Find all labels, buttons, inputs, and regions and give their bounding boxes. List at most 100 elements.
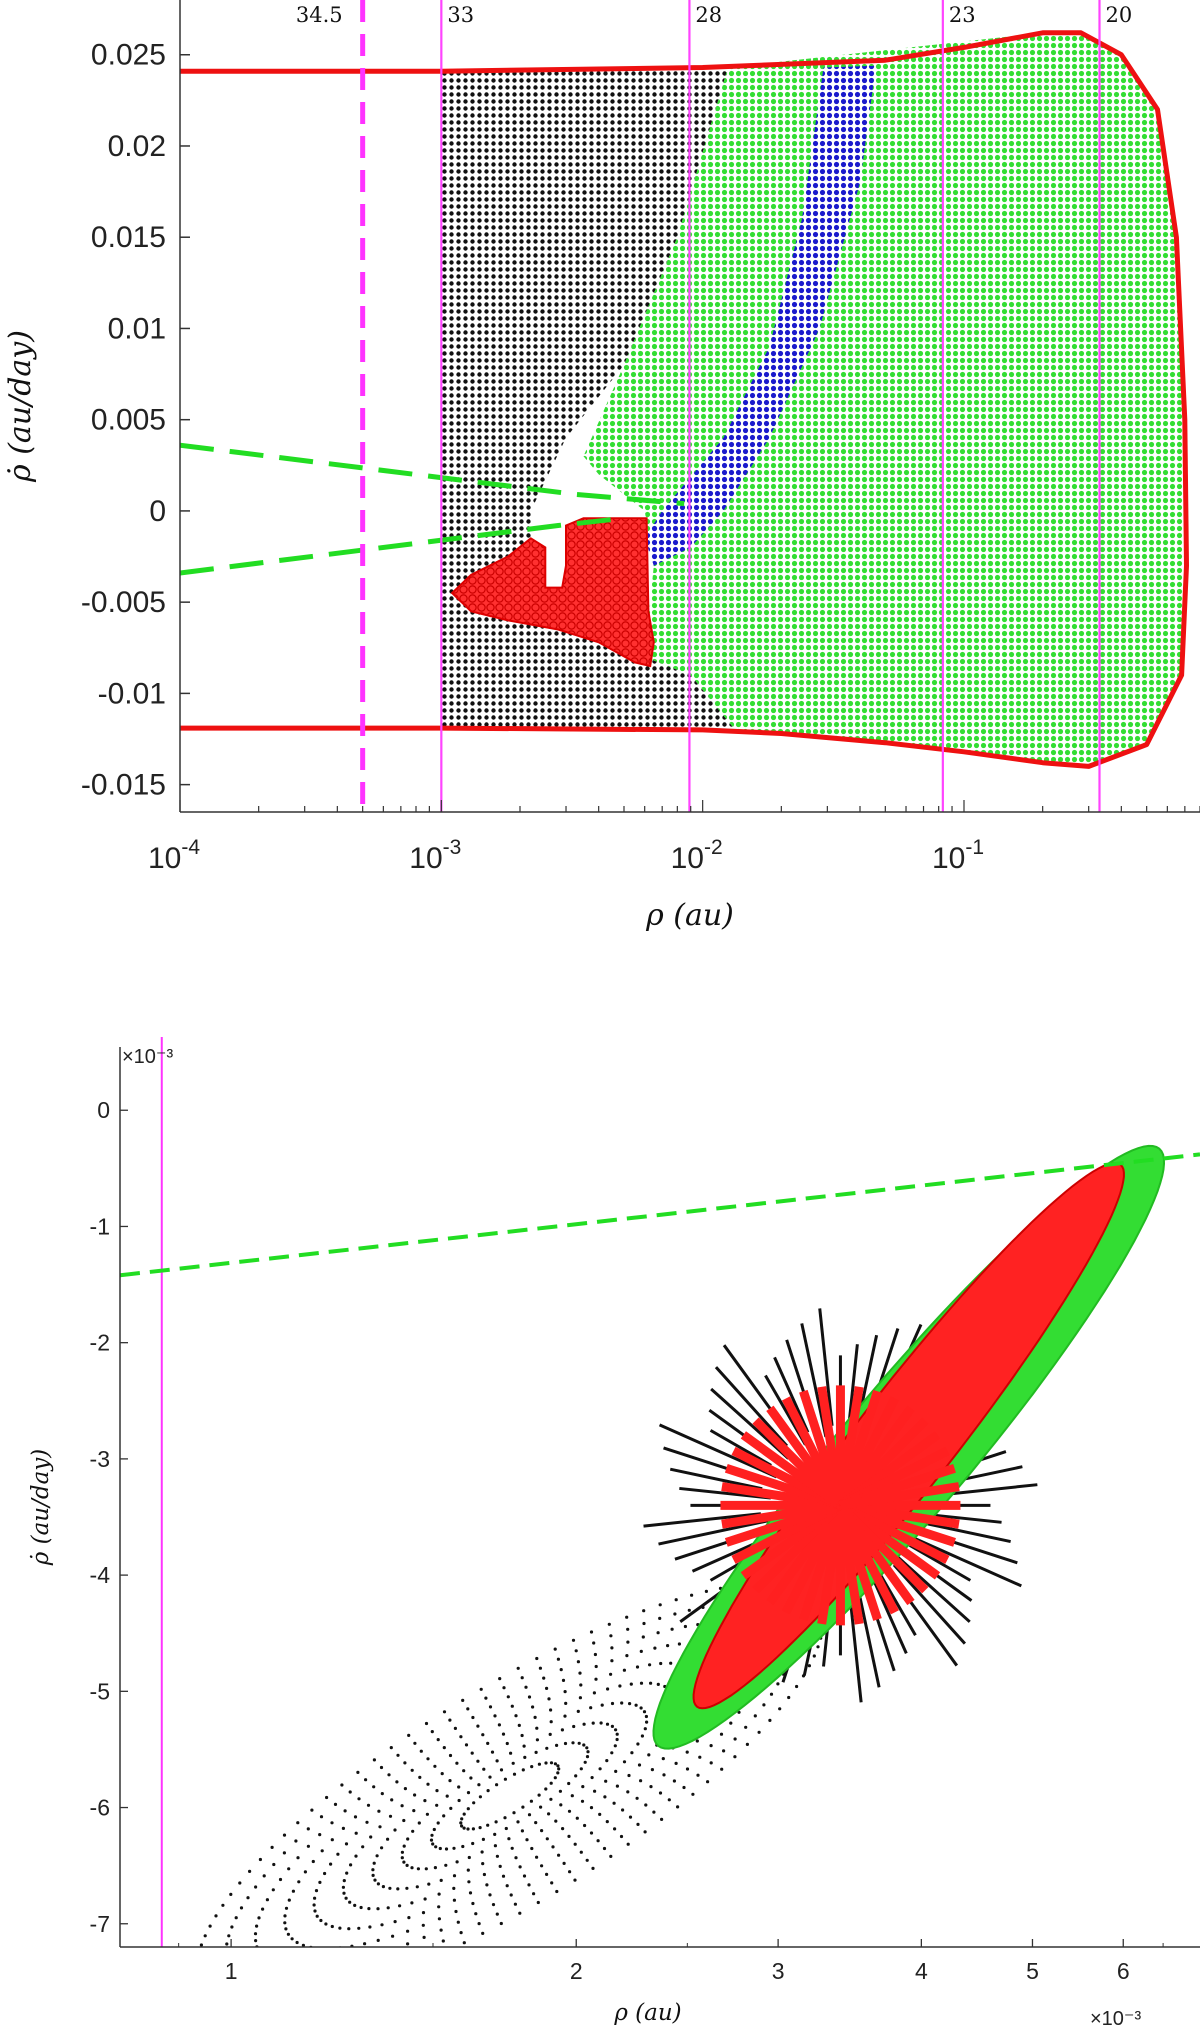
black-dot <box>627 1773 631 1778</box>
black-dot <box>410 1768 414 1772</box>
black-dot <box>677 1642 682 1646</box>
black-dot <box>455 1761 459 1765</box>
black-dot <box>418 1775 422 1779</box>
black-dot <box>324 1922 328 1926</box>
black-spoke <box>903 1532 1022 1588</box>
black-dot <box>306 1844 310 1848</box>
black-dot <box>505 1741 509 1746</box>
black-dot <box>576 1709 580 1713</box>
black-dot <box>567 1809 572 1813</box>
top-xlabel: ρ (au) <box>645 898 734 933</box>
black-dot <box>517 1723 521 1727</box>
black-dot <box>402 1860 406 1864</box>
x-tick-label: 2 <box>570 1958 583 1984</box>
black-dot <box>411 1829 415 1833</box>
black-dot <box>442 1746 446 1750</box>
black-dot <box>380 1792 384 1796</box>
black-dot <box>225 1942 229 1946</box>
black-dot <box>490 1750 495 1754</box>
region-green <box>583 32 1187 767</box>
y-tick-label: -0.005 <box>81 586 166 619</box>
black-dot <box>471 1827 475 1831</box>
black-dot <box>197 1981 200 1984</box>
black-dot <box>361 1845 365 1849</box>
black-dot <box>537 1793 541 1797</box>
black-spoke <box>773 1356 810 1433</box>
black-dot <box>396 1753 400 1757</box>
black-dot <box>325 1795 329 1800</box>
black-dot <box>744 1725 748 1729</box>
black-dot <box>259 1986 262 1989</box>
black-dot <box>501 1874 506 1878</box>
black-dot <box>532 1892 536 1896</box>
black-dot <box>270 1845 274 1849</box>
black-dot <box>570 1794 574 1798</box>
black-dot <box>582 1722 586 1726</box>
black-dot <box>556 1764 560 1768</box>
black-dot <box>522 1744 526 1748</box>
black-dot <box>435 1789 439 1793</box>
black-dot <box>406 1929 410 1933</box>
red-spoke-bundle <box>720 1385 961 1626</box>
black-dot <box>557 1767 561 1771</box>
black-dot <box>555 1889 559 1894</box>
black-dot <box>698 1755 702 1759</box>
black-dot <box>421 1911 426 1915</box>
black-dot <box>459 1931 463 1935</box>
black-dot <box>762 1703 766 1707</box>
black-dot <box>497 1723 501 1727</box>
black-spoke <box>800 1323 828 1438</box>
black-dot <box>545 1872 549 1876</box>
black-dot <box>548 1732 552 1736</box>
black-dot <box>478 1795 482 1799</box>
black-dot <box>571 1638 576 1642</box>
black-dot <box>391 1934 395 1938</box>
bottom-x-multiplier: ×10⁻³ <box>1090 2008 1141 2027</box>
black-dot <box>556 1771 560 1775</box>
black-dot <box>493 1714 497 1718</box>
black-dot <box>330 1924 334 1929</box>
black-dot <box>504 1826 508 1831</box>
black-dot <box>615 1737 619 1742</box>
black-dot <box>589 1806 594 1810</box>
black-dot <box>594 1664 598 1669</box>
black-dot <box>561 1678 566 1682</box>
black-dot <box>706 1780 710 1784</box>
black-dot <box>426 1757 430 1761</box>
y-tick-label: -7 <box>90 1911 110 1937</box>
black-spoke <box>908 1544 972 1582</box>
black-dot <box>472 1801 476 1805</box>
black-dot <box>520 1829 525 1833</box>
black-dot <box>625 1654 629 1658</box>
green-dashed-line <box>120 1152 1200 1278</box>
black-dot <box>341 1826 345 1830</box>
black-dot <box>262 1874 266 1878</box>
black-dot <box>258 1857 262 1862</box>
black-dot <box>323 1871 327 1876</box>
black-dot <box>576 1660 581 1664</box>
black-dot <box>722 1749 726 1753</box>
black-dot <box>635 1796 639 1800</box>
black-dot <box>282 1851 286 1855</box>
black-dot <box>531 1705 535 1709</box>
black-dot <box>199 1943 203 1947</box>
black-dot <box>520 1733 524 1738</box>
black-dot <box>486 1789 490 1793</box>
black-dot <box>460 1817 464 1821</box>
black-dot <box>527 1883 531 1887</box>
black-dot <box>403 1787 407 1791</box>
black-dot <box>499 1921 503 1926</box>
black-dot <box>365 1820 369 1824</box>
black-dot <box>406 1942 410 1946</box>
black-dot <box>512 1772 517 1776</box>
y-tick-label: 0.005 <box>91 404 166 437</box>
black-dot <box>769 1692 774 1696</box>
black-dot <box>419 1749 423 1753</box>
bottom-xlabel: ρ (au) <box>613 2000 681 2026</box>
black-dot <box>290 1986 293 1989</box>
black-dot <box>505 1884 509 1888</box>
black-dot <box>529 1799 534 1803</box>
black-dot <box>643 1830 647 1834</box>
black-dot <box>471 1841 475 1846</box>
black-dot <box>284 1927 288 1931</box>
